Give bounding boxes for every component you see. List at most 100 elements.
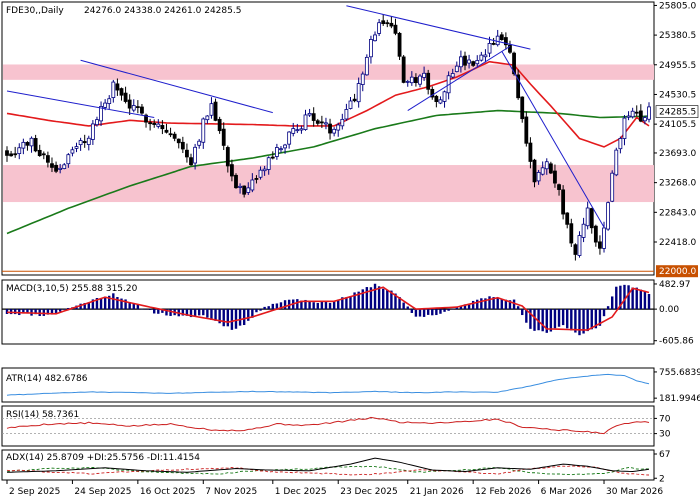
candle-bear bbox=[41, 153, 46, 156]
time-tick-label: 7 Nov 2025 bbox=[205, 487, 257, 497]
adx-pane-frame bbox=[1, 449, 655, 481]
adx-tick-label: 2 bbox=[659, 474, 665, 484]
rsi-pane: 70 30 RSI(14) 58.7361 bbox=[1, 405, 671, 447]
macd-histogram-bar bbox=[242, 309, 246, 326]
macd-tick-label: 0.00 bbox=[659, 305, 679, 315]
macd-histogram-bar bbox=[451, 308, 454, 310]
macd-histogram-bar bbox=[226, 309, 230, 327]
macd-histogram-bar bbox=[525, 309, 528, 323]
macd-histogram-bar bbox=[459, 305, 463, 310]
ohlc-readout: 24276.0 24338.0 24261.0 24285.5 bbox=[84, 6, 241, 16]
candle-bull bbox=[487, 43, 492, 54]
candle-bull bbox=[90, 123, 95, 140]
macd-histogram-bar bbox=[492, 297, 495, 310]
candle-bull bbox=[438, 99, 443, 104]
candle-bull bbox=[258, 169, 263, 178]
candle-bull bbox=[287, 131, 292, 145]
candle-bear bbox=[397, 32, 402, 57]
candle-bear bbox=[516, 74, 521, 99]
candle-bear bbox=[213, 101, 218, 121]
candle-bear bbox=[37, 149, 42, 157]
candle-bull bbox=[418, 75, 422, 85]
macd-tick-label: -605.86 bbox=[659, 337, 694, 347]
candle-bear bbox=[430, 88, 435, 98]
candle-bull bbox=[614, 149, 619, 176]
candle-bear bbox=[254, 178, 259, 180]
candle-bear bbox=[553, 170, 557, 184]
macd-histogram-bar bbox=[586, 309, 589, 332]
candle-bull bbox=[279, 148, 283, 151]
price-pane-frame bbox=[1, 1, 655, 276]
candle-bull bbox=[356, 83, 361, 103]
candle-bear bbox=[115, 83, 120, 91]
macd-histogram-bar bbox=[431, 309, 434, 316]
candle-bull bbox=[295, 129, 300, 132]
macd-histogram-bar bbox=[635, 287, 638, 310]
macd-histogram-bar bbox=[87, 302, 90, 310]
macd-histogram-bar bbox=[58, 309, 62, 312]
macd-histogram-bar bbox=[508, 300, 512, 310]
trendline-2 bbox=[80, 59, 273, 114]
macd-histogram-bar bbox=[410, 309, 414, 313]
candle-bull bbox=[536, 172, 541, 182]
candle-bull bbox=[344, 109, 349, 120]
price-tick-label: 22843.0 bbox=[659, 208, 696, 218]
candle-bear bbox=[25, 142, 30, 146]
candle-bear bbox=[82, 141, 87, 144]
macd-histogram-bar bbox=[279, 302, 283, 310]
candle-bear bbox=[471, 61, 476, 66]
symbol-label: FDE30,,Daily bbox=[6, 6, 64, 16]
time-tick-label: 6 Mar 2026 bbox=[541, 487, 593, 497]
candle-bear bbox=[557, 184, 561, 190]
macd-histogram-bar bbox=[337, 299, 340, 310]
candle-bull bbox=[246, 187, 251, 193]
macd-histogram-bar bbox=[275, 303, 279, 310]
time-tick-label: 1 Dec 2025 bbox=[275, 487, 327, 497]
candle-bull bbox=[201, 118, 206, 143]
candle-bull bbox=[495, 35, 500, 46]
support-price-box bbox=[656, 265, 698, 278]
candle-bull bbox=[647, 106, 651, 120]
macd-histogram-bar bbox=[271, 303, 274, 310]
macd-histogram-bar bbox=[140, 308, 144, 310]
candle-bear bbox=[176, 138, 181, 144]
macd-histogram-bar bbox=[230, 309, 234, 330]
candle-bull bbox=[291, 128, 296, 134]
candle-bull bbox=[99, 106, 103, 122]
candle-bear bbox=[168, 133, 173, 136]
macd-histogram-bar bbox=[161, 309, 164, 313]
candle-bull bbox=[340, 118, 345, 127]
macd-histogram-bar bbox=[341, 297, 344, 310]
plus-di-line bbox=[6, 465, 650, 476]
candle-bull bbox=[643, 117, 647, 122]
candle-bear bbox=[381, 20, 386, 25]
candle-bear bbox=[127, 99, 132, 109]
macd-histogram-bar bbox=[541, 309, 544, 332]
candle-bull bbox=[483, 54, 488, 58]
candle-bull bbox=[324, 122, 328, 125]
macd-signal-line bbox=[6, 286, 650, 331]
candle-bear bbox=[634, 111, 639, 114]
macd-histogram-bar bbox=[382, 288, 385, 310]
time-axis: 2 Sep 2025 24 Sep 2025 16 Oct 2025 7 Nov 20… bbox=[6, 480, 663, 497]
candle-bear bbox=[152, 122, 157, 125]
macd-pane: 482.97 0.00 -605.86 MACD(3,10,5) 255.88 31… bbox=[1, 279, 694, 347]
macd-histogram-bar bbox=[193, 309, 197, 317]
candle-bear bbox=[589, 208, 594, 229]
time-tick-label: 23 Dec 2025 bbox=[340, 487, 398, 497]
macd-histogram-bar bbox=[447, 309, 450, 311]
macd-histogram-bar bbox=[488, 296, 491, 310]
macd-histogram-bar bbox=[361, 289, 364, 310]
price-tick-label: 24105.5 bbox=[659, 120, 696, 130]
rsi-tick-label: 70 bbox=[659, 414, 671, 424]
candle-bull bbox=[95, 119, 99, 126]
candle-bull bbox=[422, 72, 426, 78]
price-tick-label: 24955.5 bbox=[659, 61, 696, 71]
rsi-pane-frame bbox=[1, 405, 655, 447]
trendline-3 bbox=[346, 5, 531, 50]
macd-histogram-bar bbox=[345, 297, 348, 310]
trendline-5 bbox=[501, 50, 605, 228]
macd-histogram-bar bbox=[516, 306, 520, 310]
macd-histogram-bar bbox=[157, 309, 160, 314]
price-pane: 25805.0 25380.5 24955.5 24530.5 24105.5 23693… bbox=[1, 1, 699, 278]
